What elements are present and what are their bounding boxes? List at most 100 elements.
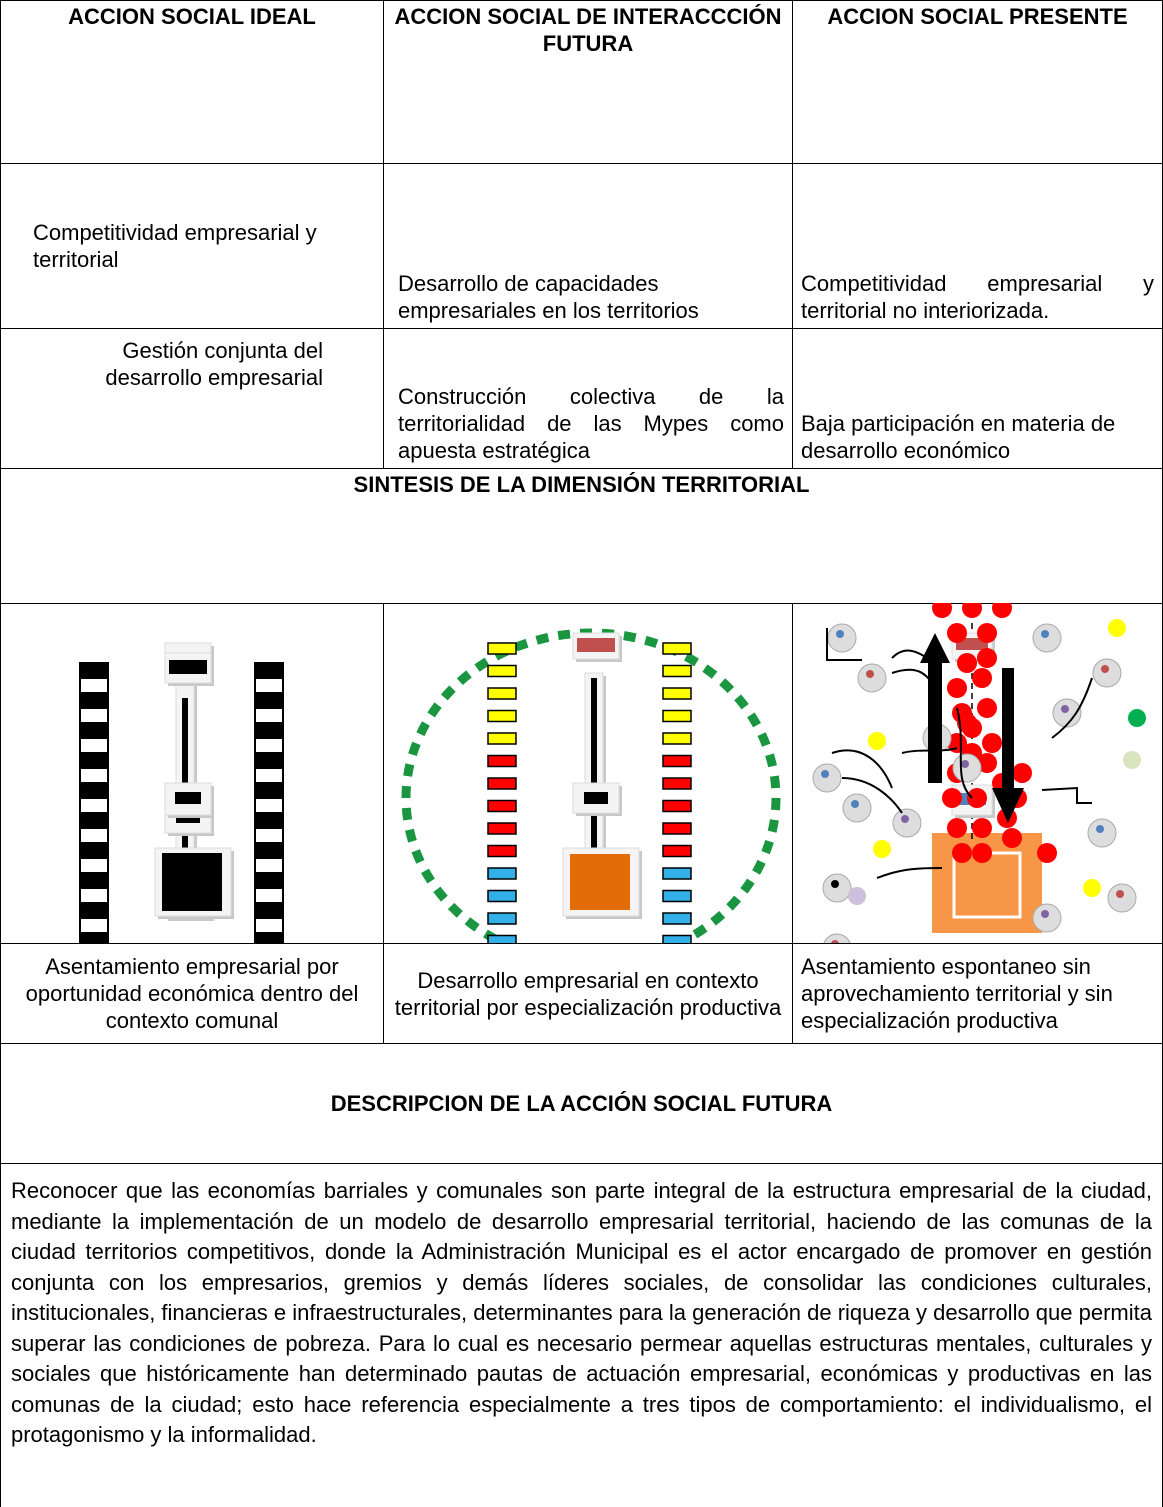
pin-dot — [866, 670, 874, 678]
red-dot — [947, 678, 967, 698]
block — [487, 687, 517, 700]
ladder-step — [254, 902, 284, 919]
pin — [1032, 623, 1062, 653]
ladder-step — [254, 677, 284, 694]
red-dot — [942, 788, 962, 808]
diagram-present — [812, 603, 1146, 944]
pin — [857, 663, 887, 693]
red-dot — [972, 843, 992, 863]
red-dot — [982, 733, 1002, 753]
red-dot — [1012, 763, 1032, 783]
pin — [842, 793, 872, 823]
block — [487, 799, 517, 813]
red-dot — [962, 718, 982, 738]
ladder-step — [254, 722, 284, 739]
red-dot — [952, 703, 972, 723]
ladder-step — [79, 932, 109, 944]
ladder-step — [254, 737, 284, 754]
cell-text: Competitividad empresarial y territorial — [33, 220, 317, 272]
ladder-step — [254, 707, 284, 724]
pin-dot — [1096, 825, 1104, 833]
block — [662, 732, 692, 745]
ladder-step — [79, 842, 109, 859]
flow-arrow — [1041, 786, 1092, 804]
pin-dot — [836, 630, 844, 638]
pin — [822, 873, 852, 903]
diagram-ideal — [79, 642, 284, 944]
table-cell: Competitividad empresarial y territorial — [0, 163, 384, 329]
pin-dot — [1041, 630, 1049, 638]
pin-dot — [831, 880, 839, 888]
ladder-step — [79, 827, 109, 844]
pin-dot — [1061, 705, 1069, 713]
ladder-step — [254, 827, 284, 844]
marker — [169, 660, 207, 674]
ladder-step — [254, 932, 284, 944]
marker — [584, 792, 608, 804]
red-dot — [1002, 828, 1022, 848]
pin-dot — [961, 760, 969, 768]
pin — [1107, 883, 1137, 913]
ladder-step — [79, 662, 109, 679]
flow-arrow — [841, 777, 903, 814]
pin — [1087, 818, 1117, 848]
pin-dot — [851, 800, 859, 808]
table-cell: Construcción colectiva de la territorial… — [383, 328, 793, 469]
description-cell: Reconocer que las economías barriales y … — [0, 1163, 1163, 1507]
dot — [1128, 709, 1146, 727]
ladder-step — [79, 857, 109, 874]
ladder-step — [254, 662, 284, 679]
caption: Asentamiento empresarial por oportunidad… — [25, 954, 359, 1033]
block — [662, 709, 692, 723]
table-cell: Gestión conjunta del desarrollo empresar… — [0, 328, 384, 469]
flow-arrow — [876, 867, 943, 879]
red-dot — [952, 843, 972, 863]
pin-dot — [1041, 910, 1049, 918]
ladder-step — [79, 887, 109, 904]
section-cell: SINTESIS DE LA DIMENSIÓN TERRITORIAL — [0, 468, 1163, 604]
red-dot — [977, 623, 997, 643]
red-dot — [967, 788, 987, 808]
dot — [1108, 619, 1126, 637]
ladder-step — [254, 692, 284, 709]
block — [662, 822, 692, 835]
red-dot — [947, 818, 967, 838]
dot — [873, 840, 891, 858]
ladder-step — [254, 842, 284, 859]
marker — [956, 638, 988, 650]
dot — [1123, 751, 1141, 769]
pin — [1092, 658, 1122, 688]
red-dot — [977, 753, 997, 773]
pin — [1032, 903, 1062, 933]
ladder-step — [79, 902, 109, 919]
cell-text: Desarrollo de capacidades empresariales … — [398, 271, 699, 323]
pin — [952, 753, 982, 783]
block — [487, 867, 517, 880]
ladder-step — [79, 782, 109, 799]
block — [487, 934, 517, 944]
red-dot — [947, 623, 967, 643]
ladder-step — [254, 812, 284, 829]
red-dot — [932, 603, 952, 618]
ladder-step — [254, 887, 284, 904]
ladder-step — [79, 797, 109, 814]
block — [487, 822, 517, 835]
dot — [868, 732, 886, 750]
block — [662, 889, 692, 903]
arrow — [920, 633, 950, 783]
ladder-step — [254, 782, 284, 799]
pin-dot — [1116, 890, 1124, 898]
header-cell: ACCION SOCIAL DE INTERACCCIÓN FUTURA — [383, 0, 793, 164]
block — [662, 664, 692, 678]
table-cell: Competitividad empresarial y territorial… — [792, 163, 1163, 329]
block — [662, 912, 692, 925]
ladder-step — [79, 677, 109, 694]
header-cell: ACCION SOCIAL PRESENTE — [792, 0, 1163, 164]
flow-arrow — [956, 707, 973, 799]
ladder-step — [79, 722, 109, 739]
caption-cell: Desarrollo empresarial en contexto terri… — [383, 943, 793, 1044]
dot — [848, 887, 866, 905]
section-title: SINTESIS DE LA DIMENSIÓN TERRITORIAL — [353, 472, 810, 497]
cell-text: Gestión conjunta del desarrollo empresar… — [105, 338, 323, 390]
